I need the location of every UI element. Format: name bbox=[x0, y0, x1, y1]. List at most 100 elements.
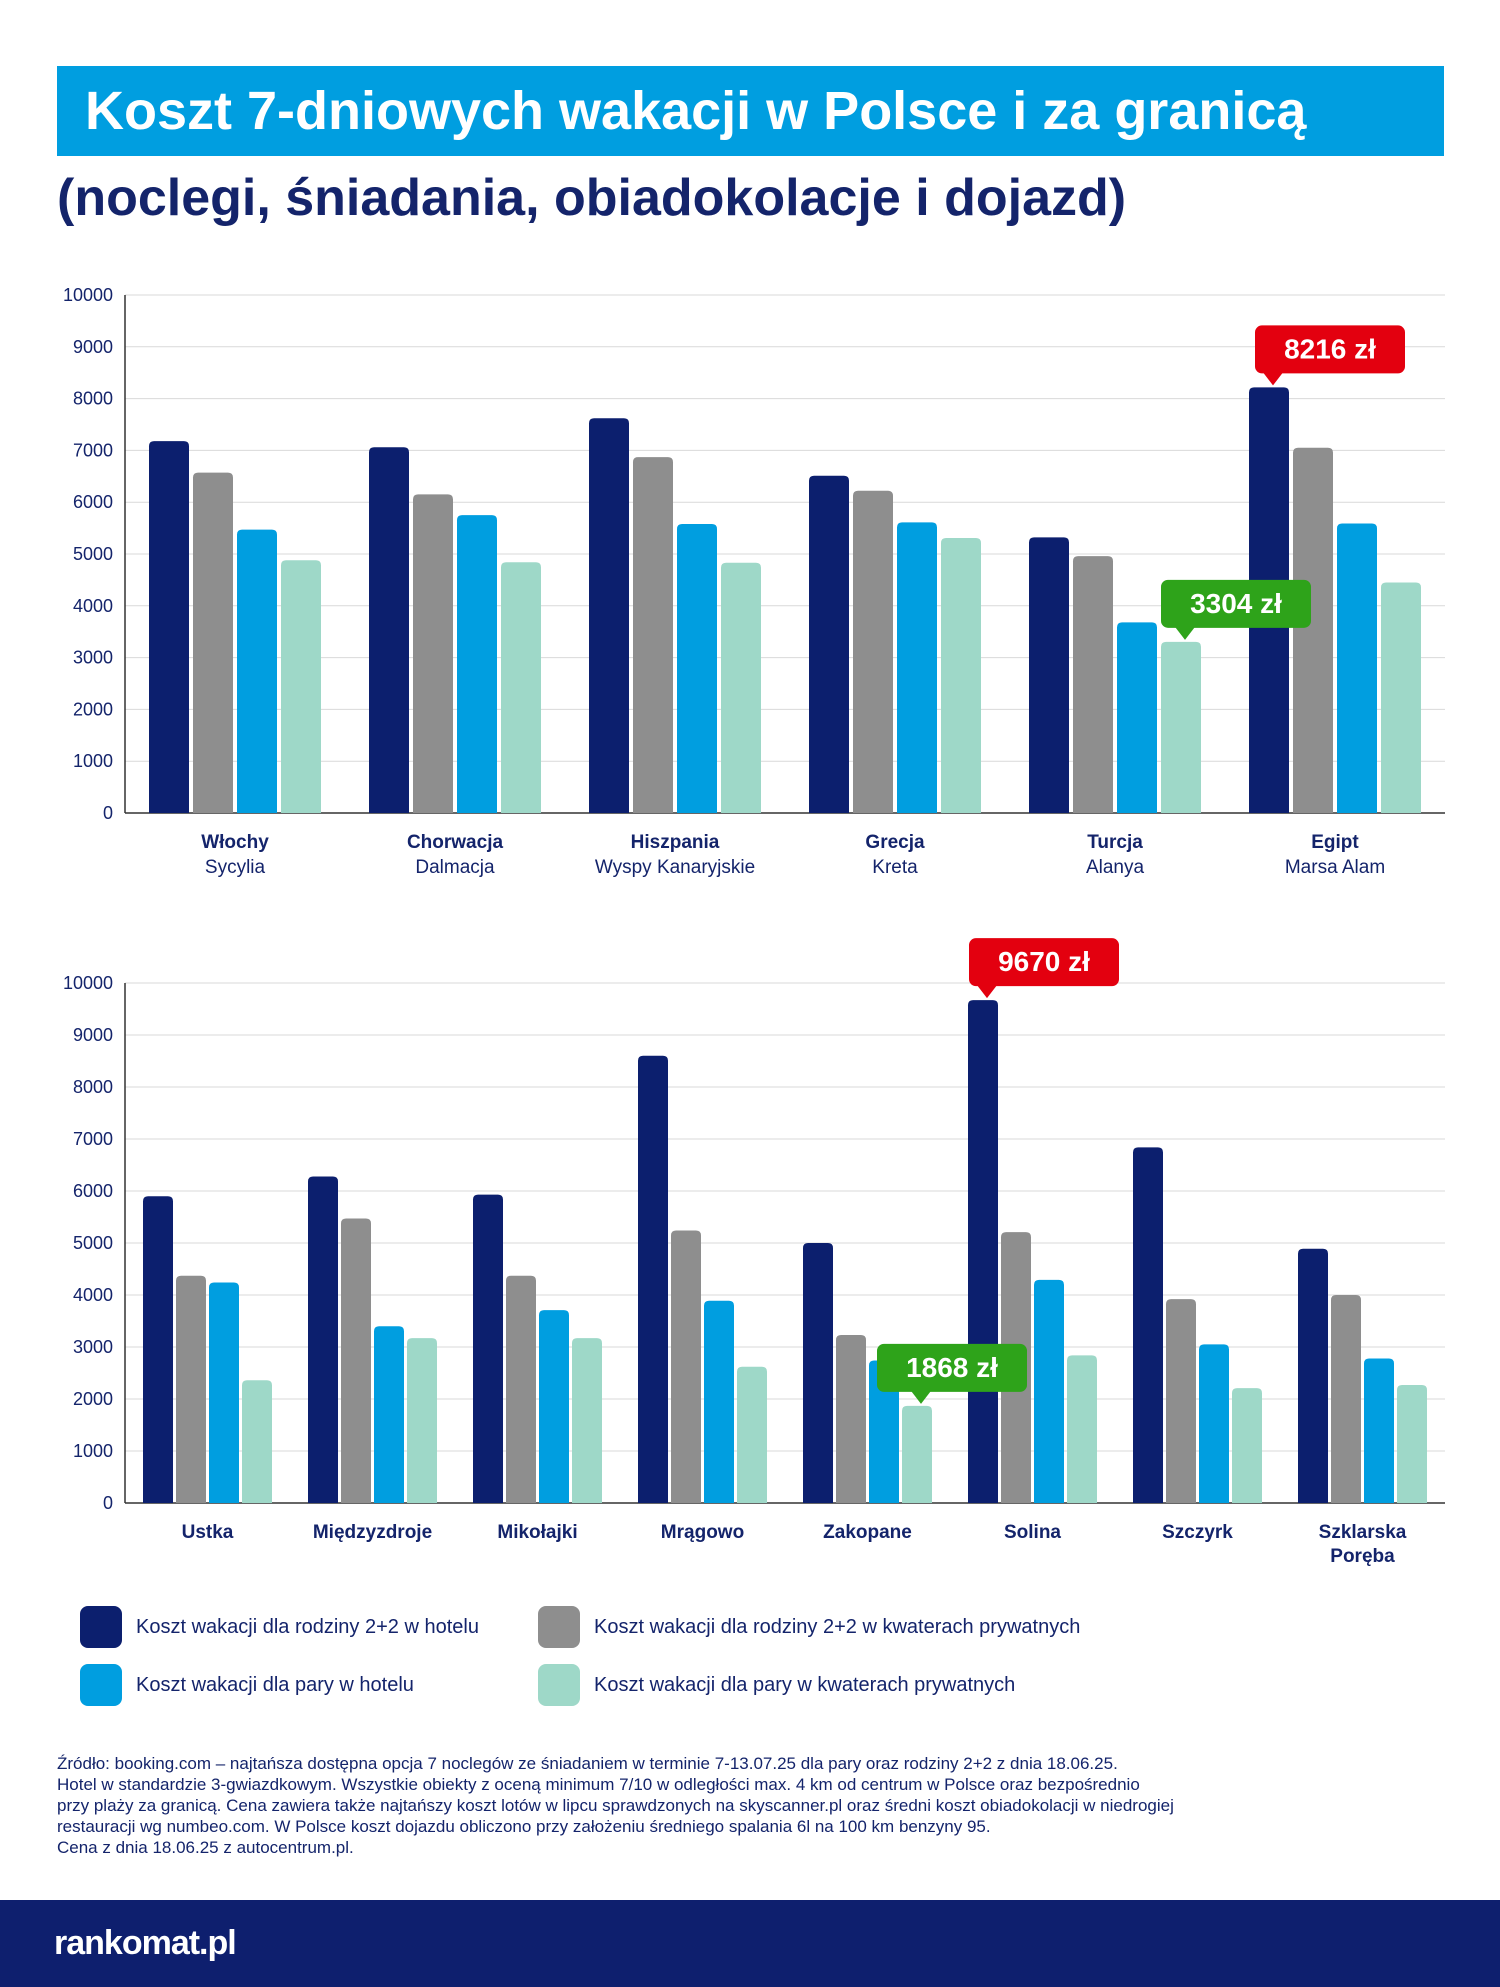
bar bbox=[473, 1194, 503, 1503]
y-tick-label: 6000 bbox=[73, 492, 113, 512]
bar bbox=[809, 475, 849, 813]
bar bbox=[506, 1275, 536, 1503]
bar bbox=[1161, 641, 1201, 813]
bar bbox=[638, 1055, 668, 1503]
bar bbox=[902, 1405, 932, 1503]
y-tick-label: 4000 bbox=[73, 596, 113, 616]
y-tick-label: 6000 bbox=[73, 1181, 113, 1201]
y-tick-label: 9000 bbox=[73, 337, 113, 357]
bar bbox=[1117, 622, 1157, 813]
bar bbox=[242, 1380, 272, 1503]
chart-poland: 0 1000 2000 3000 4000 5000 6000 7000 8000 9000 100… bbox=[63, 938, 1445, 1567]
source-note: Źródło: booking.com – najtańsza dostępna… bbox=[57, 1753, 1447, 1858]
callout-pointer bbox=[911, 1390, 931, 1404]
x-category-label: Ustka bbox=[182, 1522, 234, 1543]
bar bbox=[677, 523, 717, 813]
y-tick-label: 8000 bbox=[73, 1077, 113, 1097]
x-category-label: Hiszpania bbox=[631, 832, 720, 853]
callout-box bbox=[1255, 325, 1405, 374]
bar bbox=[1034, 1279, 1064, 1503]
bar bbox=[407, 1338, 437, 1503]
x-subcategory-label: Marsa Alam bbox=[1285, 857, 1385, 878]
bar bbox=[633, 457, 673, 813]
bar bbox=[1397, 1384, 1427, 1503]
bar bbox=[1166, 1299, 1196, 1503]
y-tick-label: 7000 bbox=[73, 440, 113, 460]
min-value-callout: 1868 zł bbox=[877, 1343, 1027, 1404]
legend-swatch bbox=[80, 1664, 122, 1706]
x-category-label: Szczyrk bbox=[1162, 1522, 1233, 1543]
legend-item-couple-private: Koszt wakacji dla pary w kwaterach prywa… bbox=[538, 1663, 1015, 1707]
bar bbox=[737, 1366, 767, 1503]
callout-box bbox=[877, 1343, 1027, 1392]
bar bbox=[803, 1243, 833, 1503]
y-tick-label: 4000 bbox=[73, 1285, 113, 1305]
bar bbox=[1293, 447, 1333, 813]
y-tick-label: 1000 bbox=[73, 751, 113, 771]
source-line: Hotel w standardzie 3-gwiazdkowym. Wszys… bbox=[57, 1775, 1140, 1794]
y-tick-label: 1000 bbox=[73, 1441, 113, 1461]
callout-label: 8216 zł bbox=[1284, 333, 1376, 364]
y-tick-label: 2000 bbox=[73, 699, 113, 719]
source-line: Cena z dnia 18.06.25 z autocentrum.pl. bbox=[57, 1838, 354, 1857]
callout-label: 3304 zł bbox=[1190, 588, 1282, 619]
bar bbox=[209, 1282, 239, 1503]
y-tick-label: 0 bbox=[103, 803, 113, 823]
bar bbox=[704, 1300, 734, 1503]
callout-label: 9670 zł bbox=[998, 946, 1090, 977]
bar bbox=[413, 494, 453, 813]
bar bbox=[308, 1176, 338, 1503]
legend-label: Koszt wakacji dla pary w hotelu bbox=[136, 1673, 414, 1696]
bar bbox=[374, 1326, 404, 1503]
bar bbox=[149, 441, 189, 813]
y-tick-label: 2000 bbox=[73, 1389, 113, 1409]
callout-pointer bbox=[1263, 372, 1283, 386]
bar bbox=[457, 515, 497, 813]
x-category-label: Zakopane bbox=[823, 1522, 912, 1543]
source-line: restauracji wg numbeo.com. W Polsce kosz… bbox=[57, 1817, 991, 1836]
bar bbox=[853, 490, 893, 813]
max-value-callout: 8216 zł bbox=[1255, 325, 1405, 386]
bar bbox=[281, 560, 321, 813]
x-category-label: Włochy bbox=[201, 832, 269, 853]
bar bbox=[836, 1335, 866, 1503]
y-tick-label: 10000 bbox=[63, 285, 113, 305]
bar bbox=[176, 1275, 206, 1503]
x-subcategory-label: Alanya bbox=[1086, 857, 1145, 878]
x-subcategory-label: Kreta bbox=[872, 857, 918, 878]
bar bbox=[237, 529, 277, 813]
bar bbox=[539, 1310, 569, 1503]
y-tick-label: 8000 bbox=[73, 389, 113, 409]
x-category-label: Chorwacja bbox=[407, 832, 504, 853]
source-line: przy plaży za granicą. Cena zawiera takż… bbox=[57, 1796, 1174, 1815]
bar bbox=[1337, 523, 1377, 813]
footer-bar: rankomat.pl bbox=[0, 1900, 1500, 1987]
x-subcategory-label: Dalmacja bbox=[415, 857, 495, 878]
bar bbox=[369, 447, 409, 813]
title-banner: Koszt 7-dniowych wakacji w Polsce i za g… bbox=[57, 66, 1444, 156]
legend-label: Koszt wakacji dla rodziny 2+2 w kwaterac… bbox=[594, 1615, 1081, 1638]
bar bbox=[897, 522, 937, 813]
y-tick-label: 5000 bbox=[73, 544, 113, 564]
legend-swatch bbox=[538, 1606, 580, 1648]
bar bbox=[341, 1218, 371, 1503]
callout-pointer bbox=[977, 985, 997, 999]
legend-item-couple-hotel: Koszt wakacji dla pary w hotelu bbox=[80, 1663, 414, 1707]
bar bbox=[1364, 1358, 1394, 1503]
legend-swatch bbox=[538, 1664, 580, 1706]
bar bbox=[1029, 537, 1069, 813]
x-category-label: Poręba bbox=[1330, 1546, 1395, 1567]
y-tick-label: 3000 bbox=[73, 1337, 113, 1357]
y-tick-label: 7000 bbox=[73, 1129, 113, 1149]
x-category-label: Mikołajki bbox=[497, 1522, 577, 1543]
bar bbox=[1067, 1355, 1097, 1503]
y-tick-label: 0 bbox=[103, 1493, 113, 1513]
x-category-label: Szklarska bbox=[1319, 1522, 1407, 1543]
y-tick-label: 9000 bbox=[73, 1025, 113, 1045]
bar bbox=[1331, 1295, 1361, 1503]
bar bbox=[1381, 582, 1421, 813]
x-category-label: Turcja bbox=[1087, 832, 1143, 853]
legend: Koszt wakacji dla rodziny 2+2 w hotelu K… bbox=[80, 1605, 1380, 1725]
x-subcategory-label: Wyspy Kanaryjskie bbox=[595, 857, 755, 878]
y-tick-label: 10000 bbox=[63, 973, 113, 993]
